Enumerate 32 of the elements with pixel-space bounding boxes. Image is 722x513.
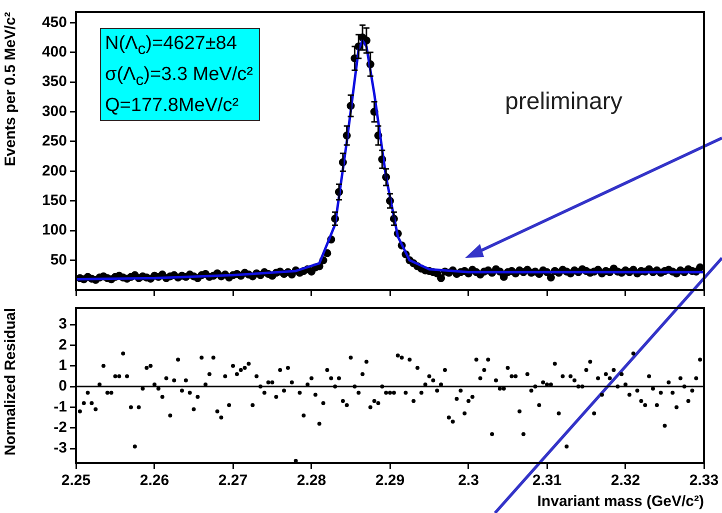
- x-tick-label: 2.25: [61, 472, 91, 490]
- y-tick-label: -3: [54, 440, 67, 457]
- y-tick-label: 1: [58, 357, 67, 374]
- x-tick-label: 2.3: [458, 472, 479, 490]
- y-tick-label: -2: [54, 419, 67, 436]
- y-tick-label: 3: [58, 316, 67, 333]
- y-tick-label: -1: [54, 398, 67, 416]
- x-tick-label: 2.29: [375, 472, 405, 490]
- annotation: preliminary: [505, 88, 622, 116]
- y-tick-label: 0: [58, 378, 67, 395]
- x-tick-label: 2.33: [689, 472, 719, 490]
- y-tick-label: 100: [42, 222, 67, 239]
- x-tick-label: 2.32: [610, 472, 640, 490]
- x-tick-label: 2.27: [218, 472, 248, 490]
- y-tick-label: 350: [42, 73, 67, 90]
- y-tick-label: 200: [42, 162, 67, 180]
- annotation: N(Λ$_{c}$)=4627±84: [105, 32, 238, 60]
- y-tick-label: 250: [42, 132, 67, 150]
- y-tick-label: 2: [58, 336, 67, 354]
- annotation: σ(Λ$_{c}$)=3.3 MeV/c²: [105, 62, 253, 91]
- y-axis-title: Normalized Residual: [2, 308, 20, 456]
- x-tick-label: 2.26: [140, 472, 170, 490]
- y-tick-label: 400: [42, 44, 67, 61]
- annotation: Q=177.8MeV/c²: [105, 94, 240, 118]
- x-axis-title: Invariant mass (GeV/c²): [537, 493, 704, 510]
- x-tick-label: 2.31: [532, 472, 562, 490]
- y-tick-label: 150: [42, 192, 67, 210]
- y-tick-label: 450: [42, 14, 67, 31]
- y-axis-title: Events per 0.5 MeV/c²: [2, 12, 20, 166]
- y-tick-label: 50: [50, 251, 67, 268]
- y-tick-label: 300: [42, 102, 67, 120]
- x-tick-label: 2.28: [296, 472, 326, 490]
